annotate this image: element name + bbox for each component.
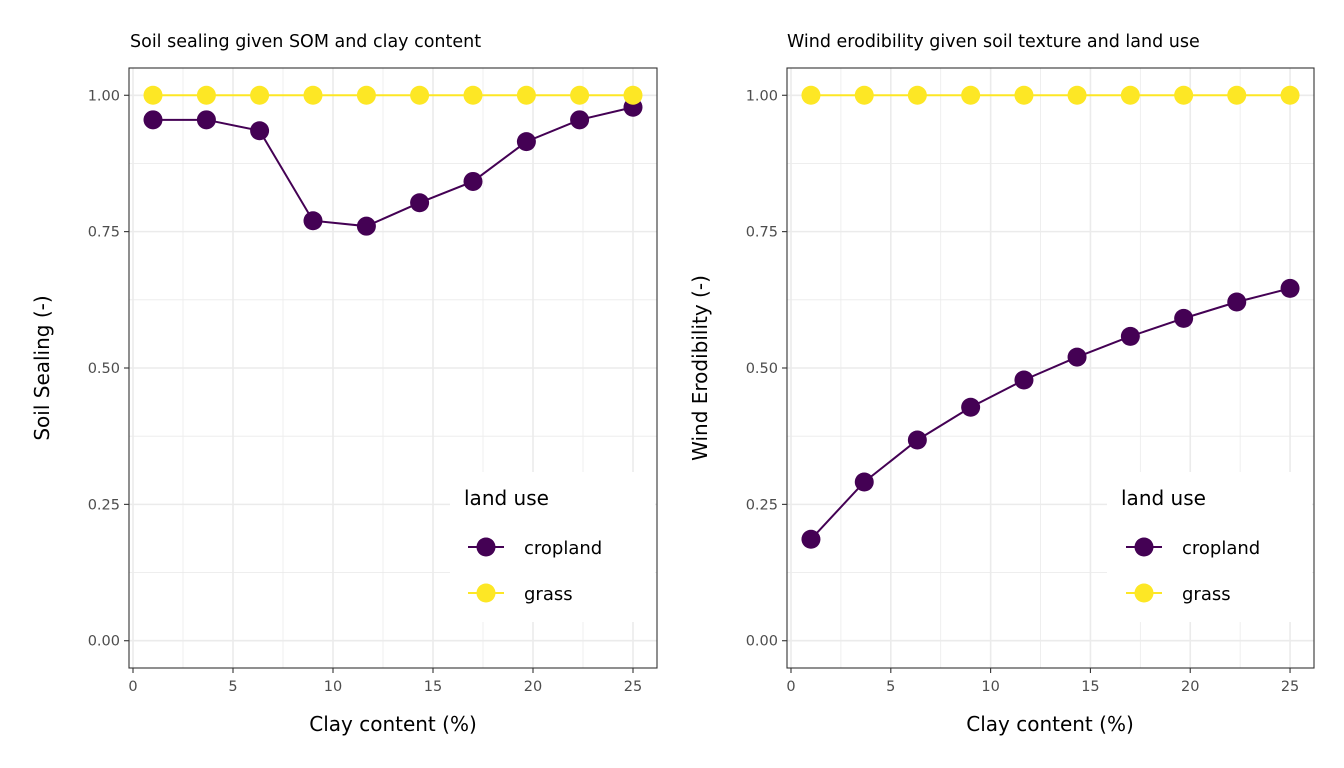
y-axis-title: Soil Sealing (-) (30, 295, 54, 440)
x-tick-label: 15 (424, 679, 442, 695)
grass-point (250, 85, 270, 105)
y-tick-label: 0.75 (746, 225, 778, 241)
grass-point (1280, 85, 1300, 105)
series-layer (143, 85, 643, 236)
grass-point (1067, 85, 1087, 105)
cropland-point (1014, 370, 1034, 390)
x-tick-labels: 0 5 10 15 20 25 (786, 679, 1299, 695)
grass-point (1120, 85, 1140, 105)
legend-label-grass: grass (1182, 584, 1231, 605)
y-tick-label: 0.50 (88, 361, 120, 377)
cropland-point (801, 529, 821, 549)
cropland-point (463, 171, 483, 191)
cropland-point (1280, 278, 1300, 298)
legend-label-cropland: cropland (524, 538, 602, 559)
y-tick-labels: 0.00 0.25 0.50 0.75 1.00 (88, 88, 120, 649)
x-tick-label: 20 (1181, 679, 1199, 695)
cropland-point (1227, 292, 1247, 312)
legend-title: land use (464, 486, 549, 510)
cropland-point (1174, 308, 1194, 328)
cropland-point (570, 110, 590, 130)
y-tick-label: 0.00 (88, 634, 120, 650)
wind-erodibility-chart: Wind erodibility given soil texture and … (688, 32, 1315, 736)
cropland-series-line (810, 287, 1291, 540)
x-tick-label: 25 (624, 679, 642, 695)
x-tick-label: 25 (1281, 679, 1299, 695)
grass-point (1227, 85, 1247, 105)
legend: land use cropland grass (450, 472, 655, 622)
cropland-point (356, 216, 376, 236)
x-tick-label: 10 (324, 679, 342, 695)
legend-entries: cropland grass (1126, 537, 1260, 605)
grass-legend-key (1134, 583, 1154, 603)
x-tick-label: 0 (128, 679, 137, 695)
x-tick-labels: 0 5 10 15 20 25 (128, 679, 642, 695)
cropland-legend-key (476, 537, 496, 557)
cropland-point (961, 397, 981, 417)
legend-entries: cropland grass (468, 537, 602, 605)
grass-point (303, 85, 323, 105)
x-tick-label: 10 (981, 679, 999, 695)
legend-label-cropland: cropland (1182, 538, 1260, 559)
cropland-point (250, 121, 270, 141)
cropland-point (196, 110, 216, 130)
y-tick-labels: 0.00 0.25 0.50 0.75 1.00 (746, 88, 778, 649)
cropland-point (303, 211, 323, 231)
axis-ticks (782, 94, 1291, 673)
grass-legend-key (476, 583, 496, 603)
series-layer (801, 85, 1300, 549)
cropland-legend-key (1134, 537, 1154, 557)
cropland-series-line (153, 106, 634, 228)
y-axis-title: Wind Erodibility (-) (688, 275, 712, 461)
grass-point (410, 85, 430, 105)
y-tick-label: 0.50 (746, 361, 778, 377)
axis-ticks (124, 94, 634, 673)
grass-point (1014, 85, 1034, 105)
y-tick-label: 1.00 (88, 88, 120, 104)
y-tick-label: 0.75 (88, 225, 120, 241)
y-tick-label: 0.00 (746, 634, 778, 650)
legend: land use cropland grass (1107, 472, 1312, 622)
x-axis-title: Clay content (%) (309, 712, 477, 736)
x-tick-label: 15 (1081, 679, 1099, 695)
grass-point (570, 85, 590, 105)
grass-point (463, 85, 483, 105)
cropland-point (1067, 347, 1087, 367)
legend-label-grass: grass (524, 584, 573, 605)
grass-point (516, 85, 536, 105)
y-tick-label: 0.25 (88, 497, 120, 513)
grass-point (801, 85, 821, 105)
grass-point (356, 85, 376, 105)
grass-point (623, 85, 643, 105)
x-tick-label: 5 (886, 679, 895, 695)
cropland-point (516, 132, 536, 152)
legend-title: land use (1121, 486, 1206, 510)
soil-sealing-chart: Soil sealing given SOM and clay content … (30, 32, 658, 736)
cropland-point (1120, 326, 1140, 346)
y-tick-label: 0.25 (746, 497, 778, 513)
cropland-point (907, 430, 927, 450)
chart-title: Wind erodibility given soil texture and … (787, 32, 1200, 52)
grass-point (961, 85, 981, 105)
grass-point (143, 85, 163, 105)
x-tick-label: 0 (786, 679, 795, 695)
grass-point (1174, 85, 1194, 105)
cropland-point (854, 472, 874, 492)
grass-point (854, 85, 874, 105)
cropland-point (143, 110, 163, 130)
grass-point (196, 85, 216, 105)
x-tick-label: 5 (228, 679, 237, 695)
x-axis-title: Clay content (%) (966, 712, 1134, 736)
chart-title: Soil sealing given SOM and clay content (130, 32, 481, 52)
y-tick-label: 1.00 (746, 88, 778, 104)
cropland-point (410, 193, 430, 213)
grass-point (907, 85, 927, 105)
x-tick-label: 20 (524, 679, 542, 695)
